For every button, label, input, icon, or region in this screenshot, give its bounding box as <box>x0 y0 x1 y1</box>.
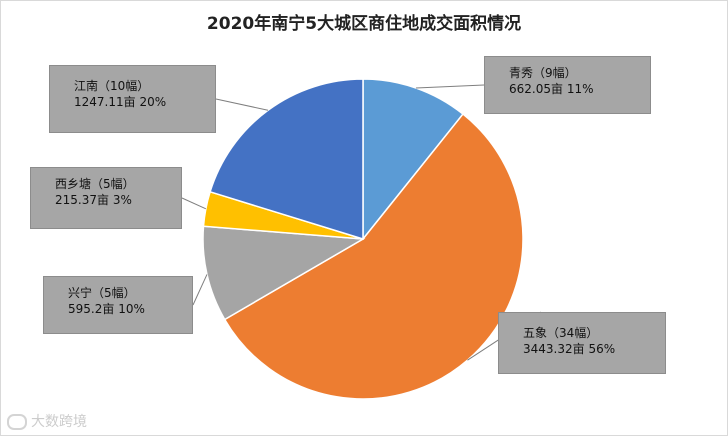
data-label-wuxiang: 五象（34幅） 3443.32亩 56% <box>498 312 666 374</box>
leader-line-xixiangtang <box>181 197 207 210</box>
pie-slice-wuxiang <box>223 113 524 400</box>
pie-slice-qingxiu <box>362 78 465 242</box>
watermark-text: 大数跨境 <box>31 414 87 430</box>
watermark: 大数跨境 <box>7 411 87 431</box>
data-label-qingxiu: 青秀（9幅） 662.05亩 11% <box>484 56 651 114</box>
chart-title: 2020年南宁5大城区商住地成交面积情况 <box>206 14 522 34</box>
data-label-xingning: 兴宁（5幅） 595.2亩 10% <box>43 276 193 334</box>
pie-slice-jiangnan <box>209 78 364 241</box>
data-label-xixiangtang: 西乡塘（5幅） 215.37亩 3% <box>30 167 182 229</box>
leader-line-jiangnan <box>215 98 269 111</box>
leader-line-xingning <box>192 274 208 306</box>
leader-line-qingxiu <box>415 84 485 89</box>
data-label-jiangnan: 江南（10幅） 1247.11亩 20% <box>49 65 216 133</box>
logo-icon <box>7 414 27 430</box>
